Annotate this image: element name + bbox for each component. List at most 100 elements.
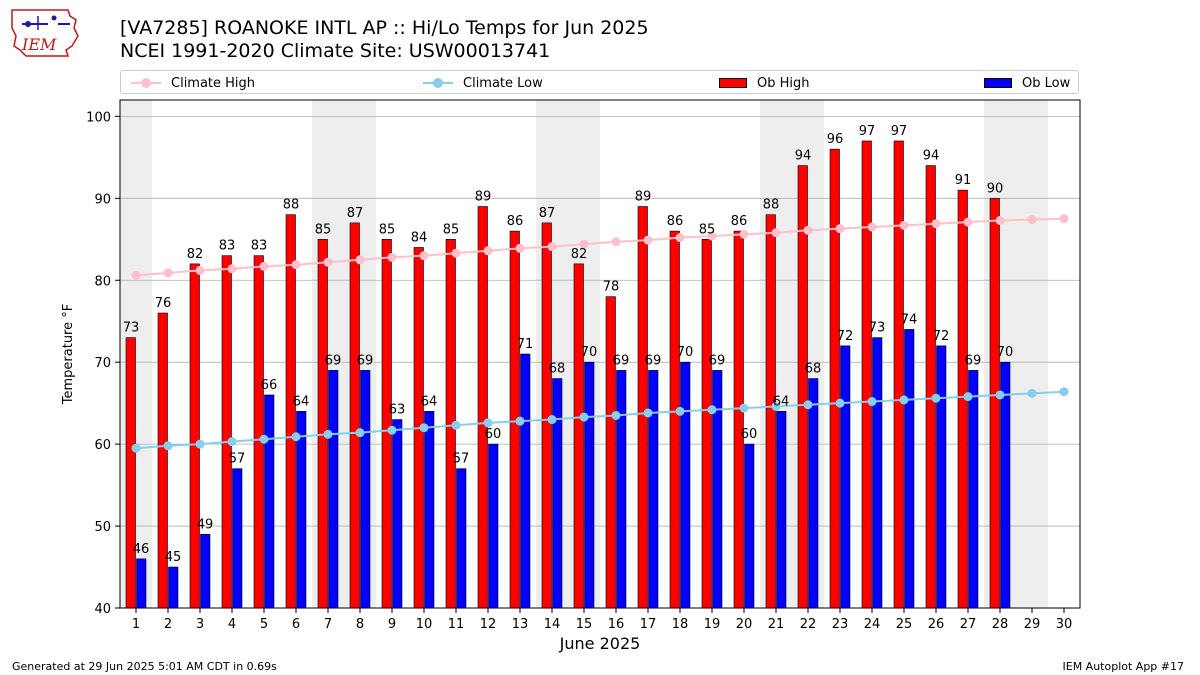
climate-low-point xyxy=(547,415,557,425)
climate-low-point xyxy=(1059,387,1069,397)
climate-low-point xyxy=(579,412,589,422)
x-tick-label: 28 xyxy=(992,617,1009,632)
ob-low-bar xyxy=(552,378,563,609)
weekend-band xyxy=(536,100,568,608)
ob-high-bar xyxy=(541,222,552,609)
chart-title: [VA7285] ROANOKE INTL AP :: Hi/Lo Temps … xyxy=(120,17,649,63)
ob-high-value-label: 82 xyxy=(571,247,588,262)
legend-ob-low: Ob Low xyxy=(984,74,1070,92)
climate-low-line xyxy=(135,390,1065,450)
weekend-band xyxy=(792,100,824,608)
climate-high-point xyxy=(259,261,269,271)
climate-low-point xyxy=(515,416,525,426)
ob-high-bar xyxy=(893,140,904,609)
climate-low-point xyxy=(643,408,653,418)
ob-high-value-label: 91 xyxy=(955,173,972,188)
ob-low-bar xyxy=(488,443,499,609)
x-tick-label: 16 xyxy=(608,617,625,632)
climate-low-point xyxy=(355,428,365,438)
ob-low-bar xyxy=(904,329,915,609)
climate-high-point xyxy=(707,231,717,241)
y-tick-label: 80 xyxy=(94,274,111,289)
ob-high-bar xyxy=(317,238,328,609)
ob-high-bar xyxy=(221,255,232,609)
ob-low-value-label: 68 xyxy=(549,362,566,377)
legend-climate-high-label: Climate High xyxy=(171,75,256,91)
climate-high-point xyxy=(163,268,173,278)
climate-high-point xyxy=(995,215,1005,225)
climate-low-point xyxy=(867,397,877,407)
ob-high-value-label: 73 xyxy=(123,321,140,336)
ob-low-bar xyxy=(200,533,211,609)
climate-high-point xyxy=(131,270,141,280)
x-tick-label: 12 xyxy=(480,617,497,632)
ob-low-bar xyxy=(328,370,339,609)
chart-title-line2: NCEI 1991-2020 Climate Site: USW00013741 xyxy=(120,40,551,62)
ob-high-value-label: 97 xyxy=(891,124,908,139)
ob-low-bar xyxy=(648,370,659,609)
ob-low-bar xyxy=(936,345,947,609)
footer-generated: Generated at 29 Jun 2025 5:01 AM CDT in … xyxy=(12,660,277,673)
footer-app: IEM Autoplot App #17 xyxy=(1062,660,1185,673)
ob-low-bar xyxy=(808,378,819,609)
climate-low-point xyxy=(739,403,749,413)
climate-low-point xyxy=(931,393,941,403)
ob-low-bar xyxy=(392,419,403,609)
legend-climate-high-swatch xyxy=(131,78,161,88)
ob-low-value-label: 66 xyxy=(261,378,278,393)
ob-low-value-label: 64 xyxy=(293,394,310,409)
ob-high-value-label: 83 xyxy=(219,239,236,254)
ob-low-bar xyxy=(584,361,595,609)
legend-ob-high-label: Ob High xyxy=(757,75,810,91)
ob-low-bar xyxy=(776,411,787,609)
x-tick-label: 30 xyxy=(1056,617,1073,632)
x-tick-label: 17 xyxy=(640,617,657,632)
ob-high-value-label: 89 xyxy=(475,190,492,205)
climate-high-point xyxy=(227,264,237,274)
x-tick-label: 4 xyxy=(228,617,236,632)
ob-low-value-label: 69 xyxy=(325,353,342,368)
ob-high-value-label: 82 xyxy=(187,247,204,262)
x-axis-label: June 2025 xyxy=(559,634,641,653)
ob-low-bar xyxy=(456,468,467,609)
climate-low-point xyxy=(835,398,845,408)
ob-high-value-label: 85 xyxy=(699,222,716,237)
legend-climate-high: Climate High xyxy=(131,74,255,92)
x-tick-label: 21 xyxy=(768,617,785,632)
ob-high-value-label: 97 xyxy=(859,124,876,139)
ob-low-value-label: 72 xyxy=(837,329,854,344)
ob-low-value-label: 64 xyxy=(421,394,438,409)
climate-high-point xyxy=(579,239,589,249)
weekend-band xyxy=(984,100,1016,608)
legend-ob-high: Ob High xyxy=(719,74,810,92)
weekend-band xyxy=(120,100,152,608)
x-tick-label: 24 xyxy=(864,617,881,632)
climate-low-point xyxy=(771,401,781,411)
ob-high-bar xyxy=(573,263,584,609)
ob-low-value-label: 69 xyxy=(645,353,662,368)
x-tick-label: 10 xyxy=(416,617,433,632)
climate-high-point xyxy=(963,217,973,227)
x-tick-label: 14 xyxy=(544,617,561,632)
weekend-band xyxy=(312,100,344,608)
x-tick-label: 13 xyxy=(512,617,529,632)
ob-low-bar xyxy=(232,468,243,609)
climate-low-point xyxy=(707,405,717,415)
climate-high-point xyxy=(739,229,749,239)
climate-high-point xyxy=(451,248,461,258)
legend-ob-low-swatch xyxy=(984,78,1012,88)
ob-high-value-label: 86 xyxy=(731,214,748,229)
ob-low-value-label: 69 xyxy=(613,353,630,368)
ob-high-bar xyxy=(669,230,680,609)
ob-low-bar xyxy=(136,558,147,609)
chart-title-line1: [VA7285] ROANOKE INTL AP :: Hi/Lo Temps … xyxy=(120,17,649,39)
ob-high-bar xyxy=(189,263,200,609)
climate-low-point xyxy=(291,432,301,442)
climate-high-point xyxy=(899,220,909,230)
x-tick-label: 19 xyxy=(704,617,721,632)
iem-logo: IEM xyxy=(11,9,79,57)
x-tick-label: 23 xyxy=(832,617,849,632)
x-tick-label: 29 xyxy=(1024,617,1041,632)
ob-high-value-label: 87 xyxy=(539,206,556,221)
climate-low-point xyxy=(675,406,685,416)
